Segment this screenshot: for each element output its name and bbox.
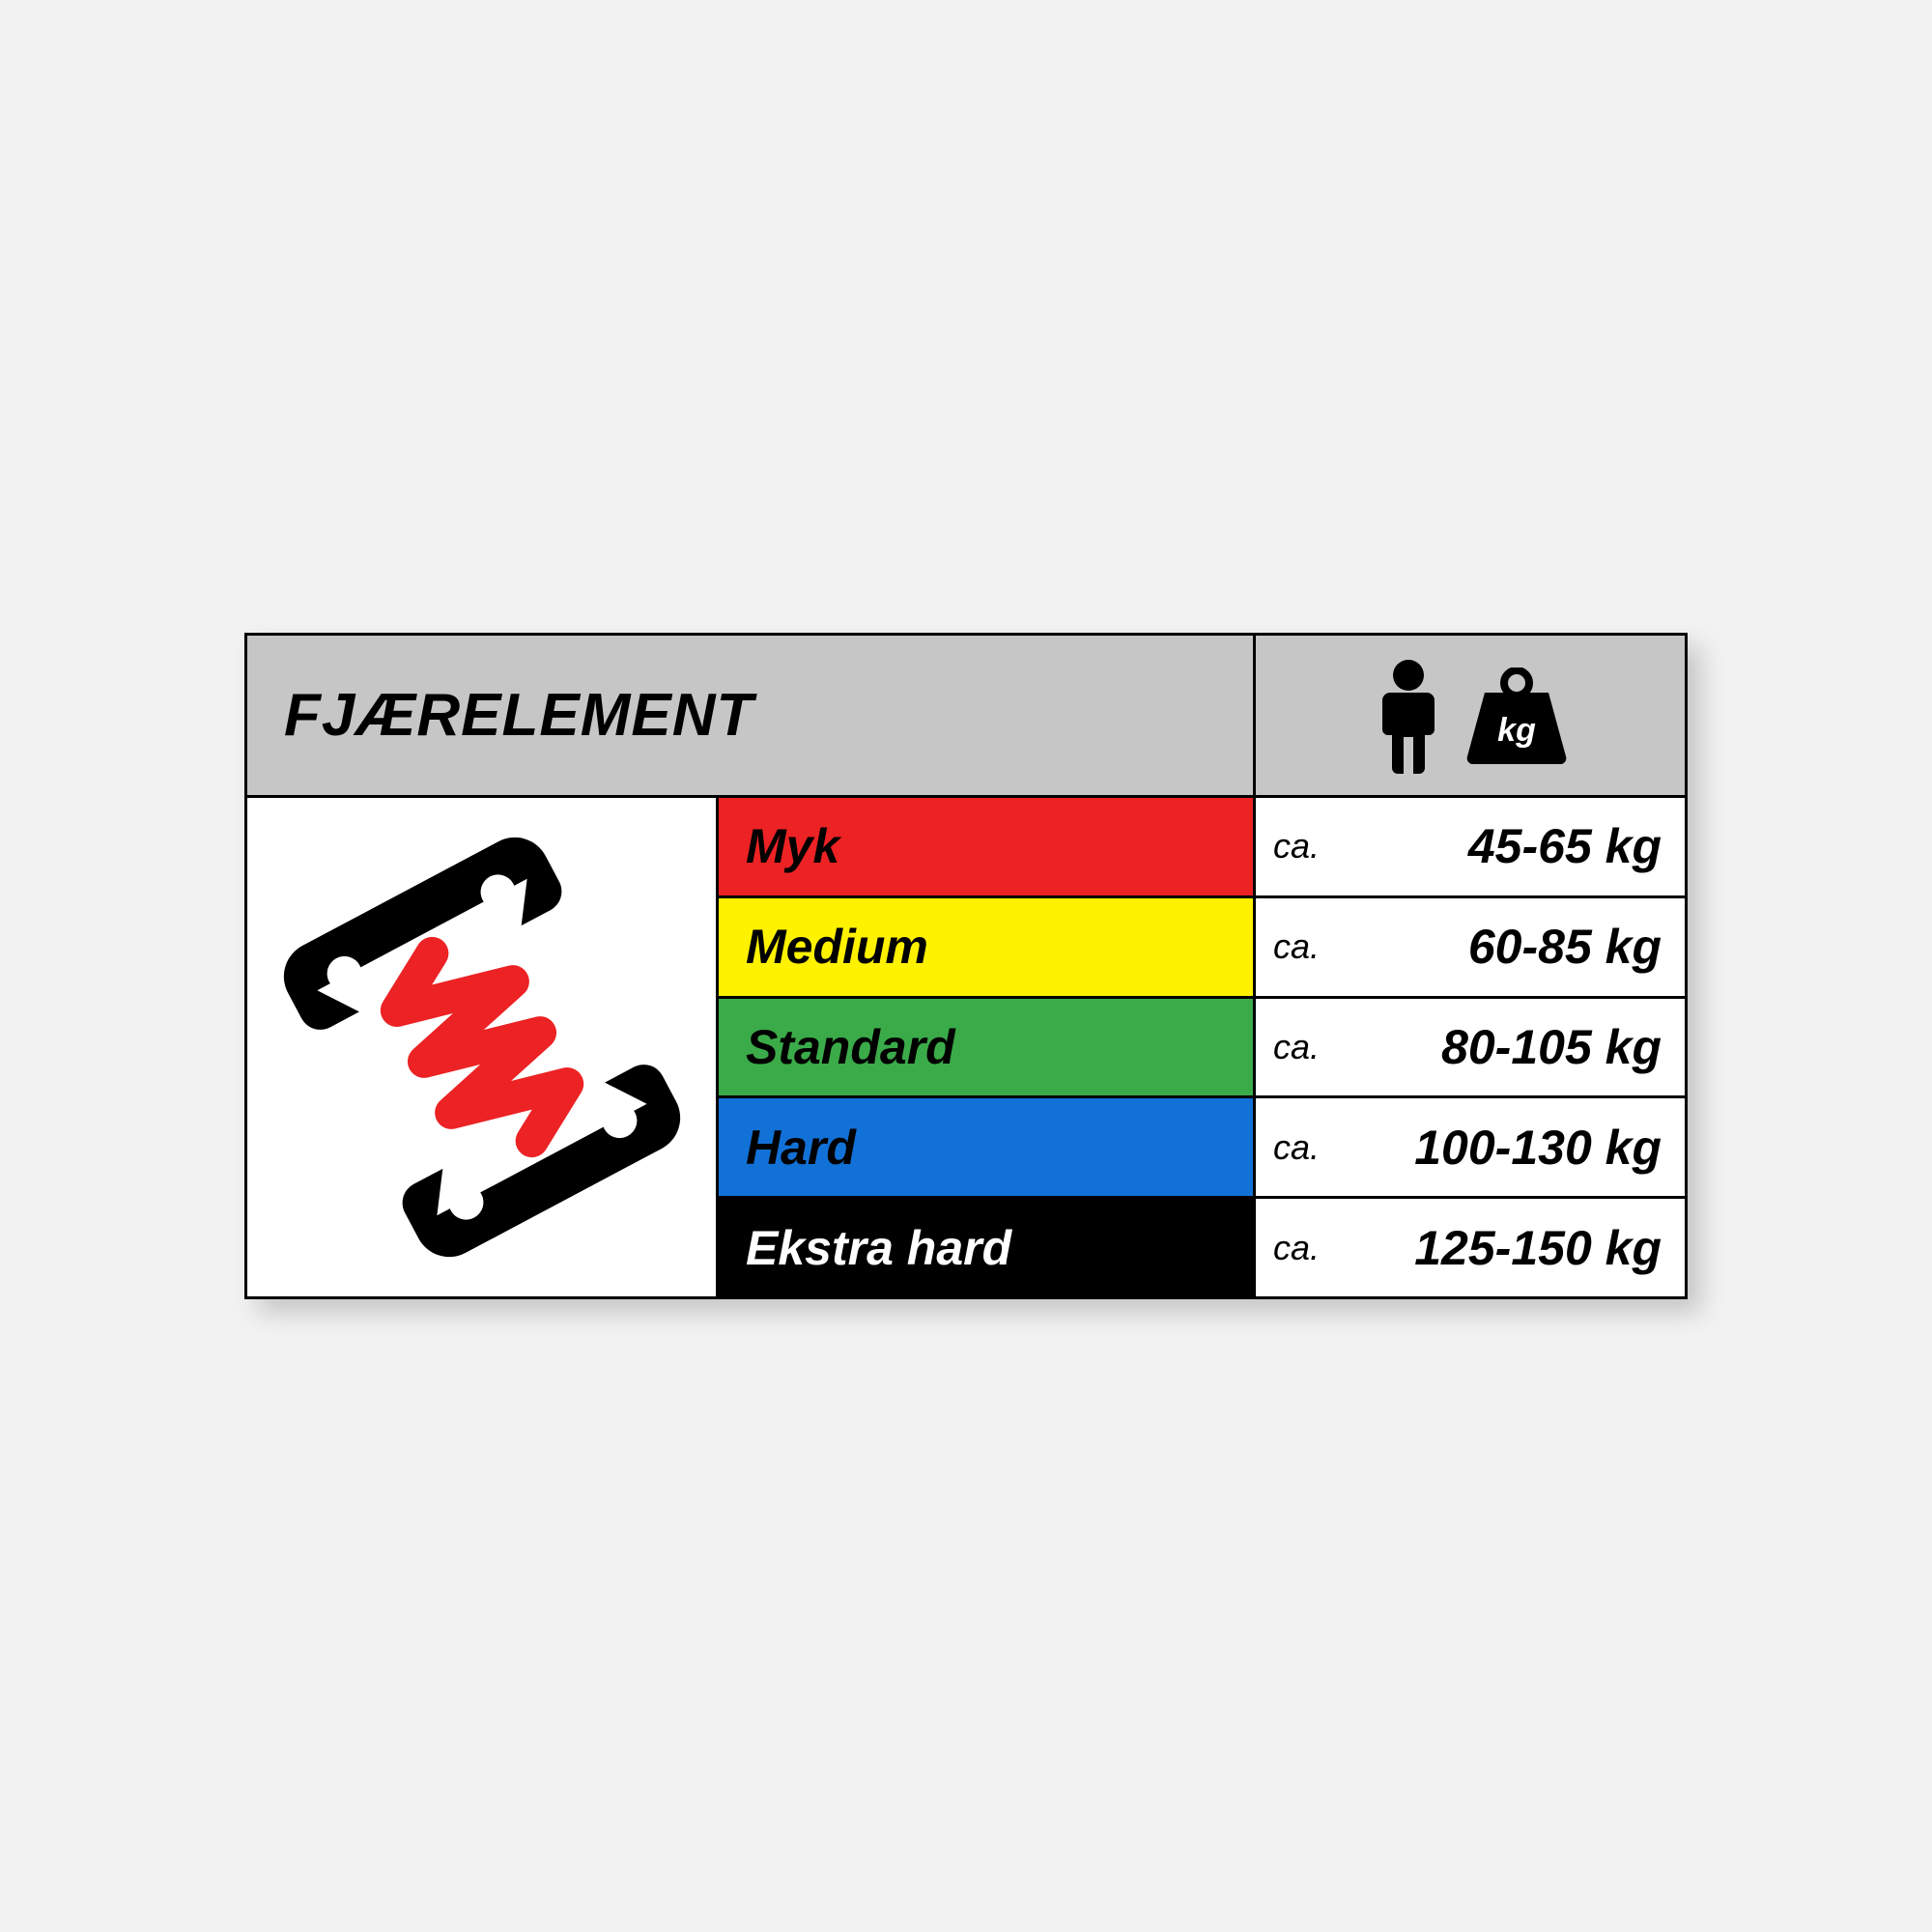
approx-label: ca.: [1273, 1228, 1320, 1268]
row-weight: ca. 80-105 kg: [1256, 999, 1685, 1096]
row-label: Standard: [719, 999, 1256, 1096]
table-row: Ekstra hard ca. 125-150 kg: [719, 1199, 1685, 1296]
row-weight: ca. 60-85 kg: [1256, 898, 1685, 996]
weight-range: 80-105 kg: [1441, 1019, 1662, 1075]
table-row: Medium ca. 60-85 kg: [719, 898, 1685, 999]
weight-range: 45-65 kg: [1468, 818, 1662, 874]
chart-title: FJÆRELEMENT: [247, 636, 1256, 795]
header-row: FJÆRELEMENT kg: [247, 636, 1685, 798]
weight-range: 125-150 kg: [1414, 1220, 1662, 1276]
row-label: Medium: [719, 898, 1256, 996]
chart-body: Myk ca. 45-65 kg Medium ca. 60-85 kg Sta…: [247, 798, 1685, 1296]
rows-container: Myk ca. 45-65 kg Medium ca. 60-85 kg Sta…: [719, 798, 1685, 1296]
spring-element-chart: FJÆRELEMENT kg: [244, 633, 1688, 1299]
kg-label: kg: [1497, 712, 1536, 749]
row-label: Myk: [719, 798, 1256, 895]
row-weight: ca. 45-65 kg: [1256, 798, 1685, 895]
spring-illustration-cell: [247, 798, 719, 1296]
weight-kg-icon: kg: [1463, 668, 1570, 764]
approx-label: ca.: [1273, 926, 1320, 967]
header-icon-group: kg: [1256, 636, 1685, 795]
weight-range: 100-130 kg: [1414, 1120, 1662, 1176]
weight-range: 60-85 kg: [1468, 919, 1662, 975]
spring-icon: [279, 835, 685, 1260]
row-weight: ca. 100-130 kg: [1256, 1098, 1685, 1196]
table-row: Myk ca. 45-65 kg: [719, 798, 1685, 898]
table-row: Standard ca. 80-105 kg: [719, 999, 1685, 1099]
approx-label: ca.: [1273, 1027, 1320, 1067]
row-weight: ca. 125-150 kg: [1256, 1199, 1685, 1296]
person-icon: [1371, 658, 1446, 774]
row-label: Ekstra hard: [719, 1199, 1256, 1296]
table-row: Hard ca. 100-130 kg: [719, 1098, 1685, 1199]
approx-label: ca.: [1273, 1127, 1320, 1168]
approx-label: ca.: [1273, 826, 1320, 867]
row-label: Hard: [719, 1098, 1256, 1196]
